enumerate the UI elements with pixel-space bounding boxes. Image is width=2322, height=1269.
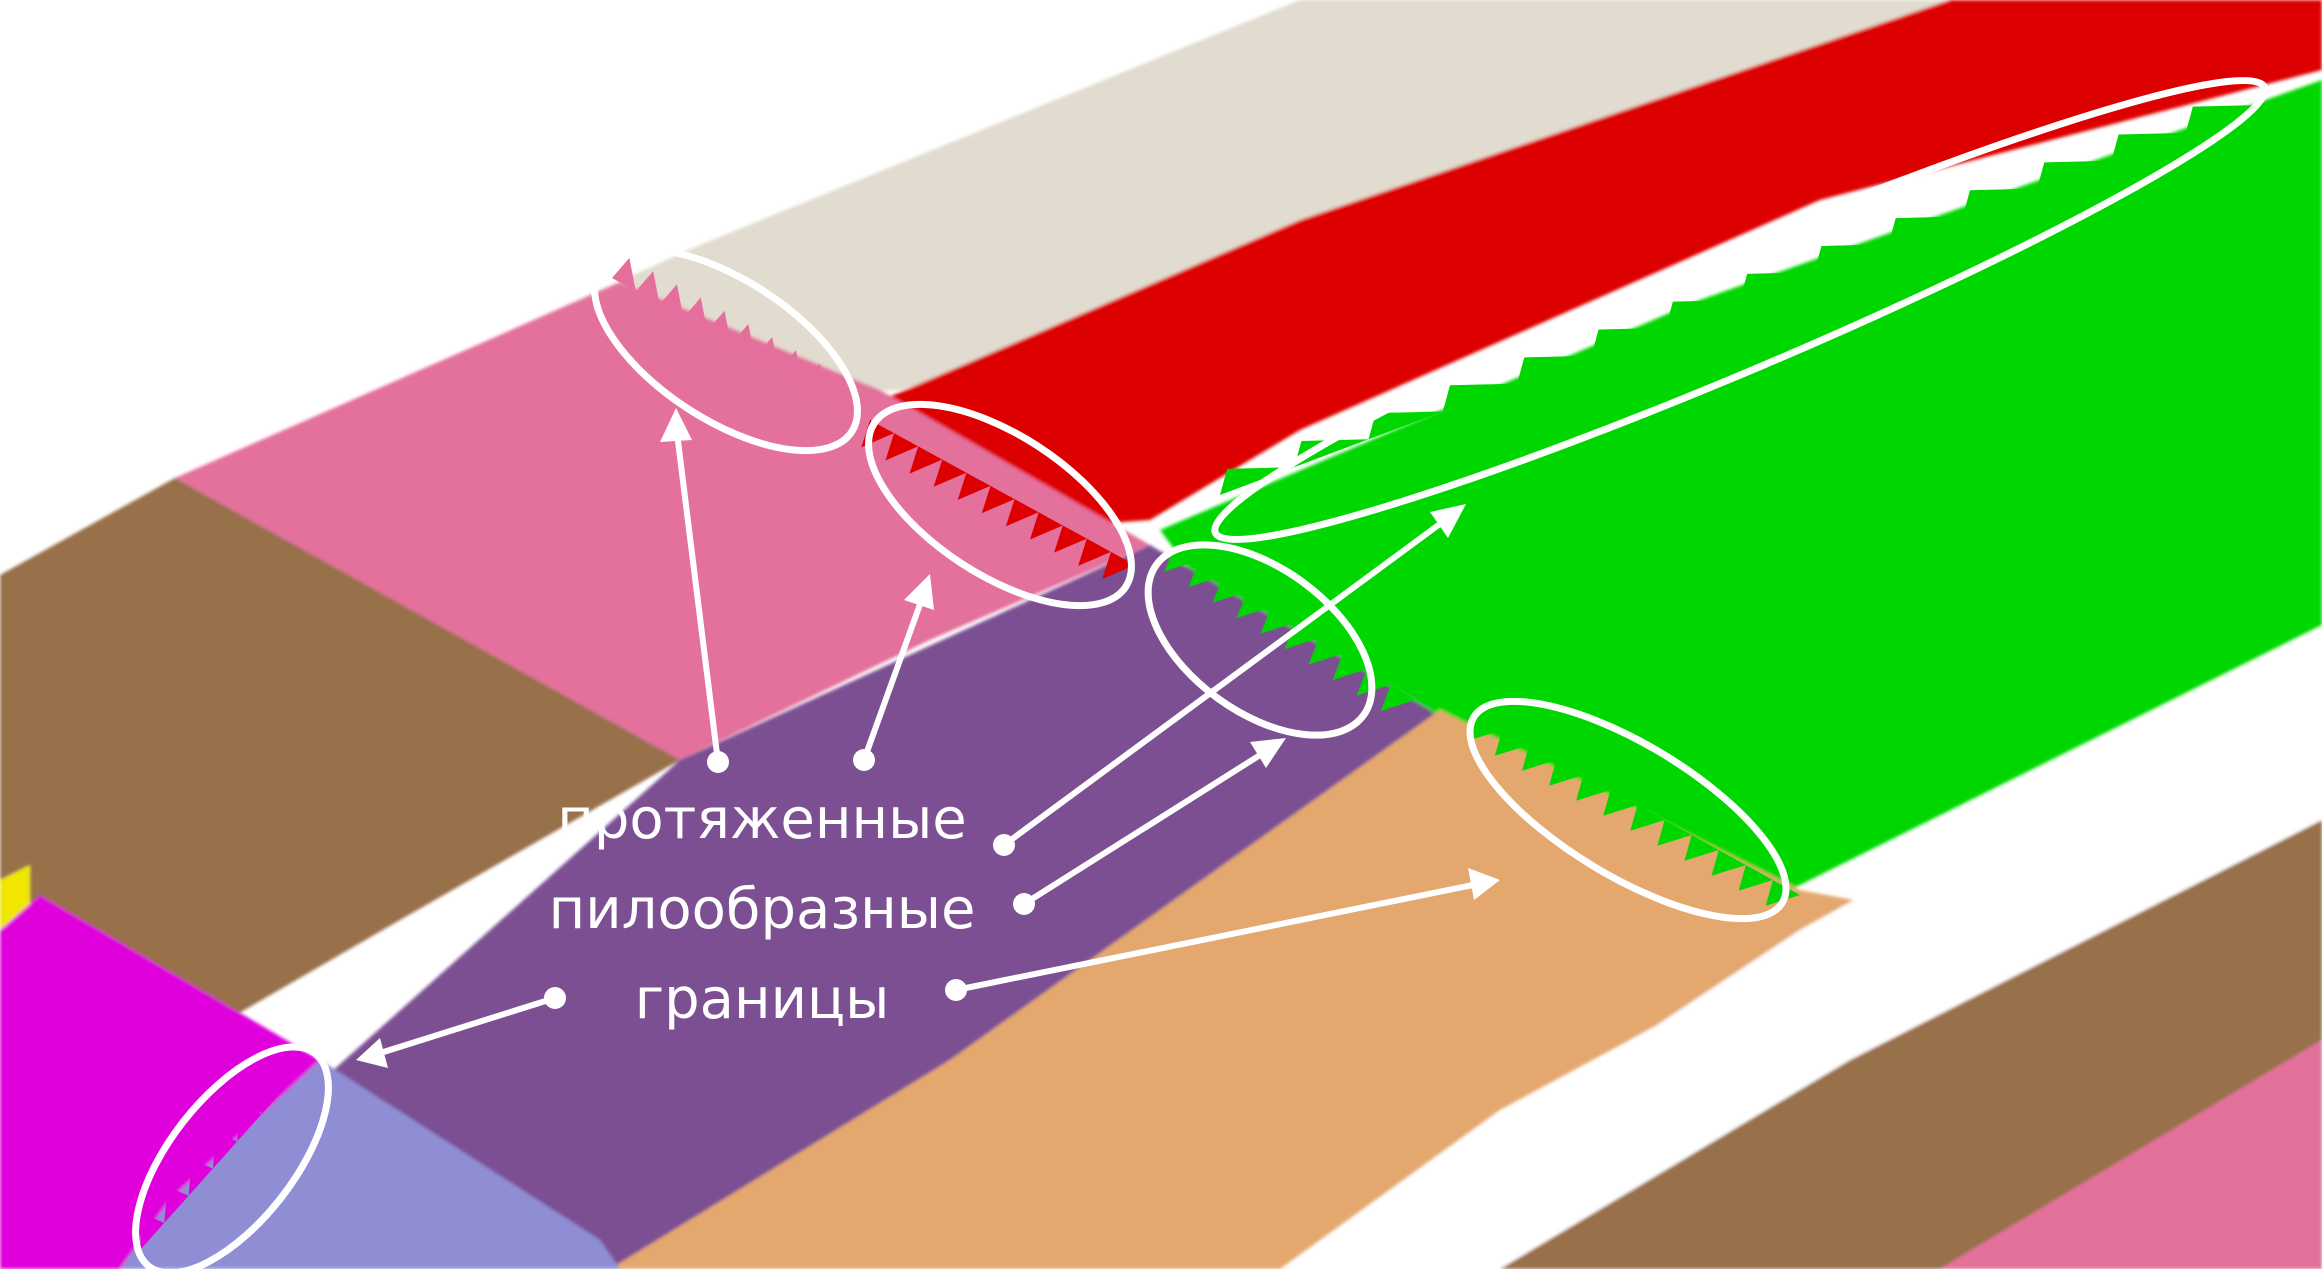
- sawtooth-tooth: [826, 376, 850, 410]
- sawtooth-tooth: [1657, 820, 1692, 846]
- sawtooth-tooth: [1078, 538, 1111, 566]
- sawtooth-tooth: [612, 257, 636, 292]
- sawtooth-tooth: [261, 1077, 286, 1115]
- sawtooth-tooth: [1332, 653, 1367, 681]
- sawtooth-tooth: [1188, 560, 1223, 588]
- sawtooth-tooth: [933, 459, 967, 487]
- sawtooth-tooth: [1814, 244, 1889, 273]
- sawtooth-tooth: [1576, 775, 1611, 801]
- sawtooth-tooth: [1102, 551, 1135, 580]
- label-line-1: протяженные: [557, 787, 967, 852]
- label-line-2: пилообразные: [549, 877, 976, 942]
- highlight-ellipse-green-orange: [1466, 697, 1790, 923]
- sawtooth-tooth: [2185, 105, 2260, 133]
- sawtooth-tooth: [1711, 850, 1746, 876]
- sawtooth-tooth: [1738, 865, 1773, 891]
- sawtooth-tooth: [1630, 805, 1665, 831]
- sawtooth-tooth: [707, 310, 731, 344]
- sawtooth-tooth: [1380, 684, 1415, 712]
- sawtooth-tooth: [1260, 607, 1295, 634]
- sawtooth-tooth: [1054, 525, 1087, 553]
- magenta-band: [0, 895, 320, 1269]
- highlight-ellipse-red-pink: [865, 400, 1135, 610]
- sawtooth-tooth: [237, 1105, 262, 1142]
- sawtooth-tooth: [2037, 160, 2112, 189]
- sawtooth-tooth: [1591, 327, 1666, 356]
- sawtooth-tooth: [140, 1213, 165, 1250]
- sawtooth-tooth: [1665, 300, 1740, 328]
- brown-band-right: [1500, 820, 2322, 1269]
- sawtooth-tooth: [1236, 591, 1271, 619]
- highlight-ellipse-red-green-long: [1211, 77, 2269, 543]
- highlight-ellipse-green-purple: [1144, 541, 1376, 739]
- sawtooth-tooth: [909, 446, 943, 474]
- white-gap: [1290, 640, 2322, 1269]
- sawtooth-tooth: [1603, 790, 1638, 816]
- sawtooth-tooth: [683, 297, 708, 331]
- sawtooth-tooth: [1005, 499, 1039, 527]
- highlight-ellipse-beige-pink: [591, 245, 861, 455]
- sawtooth-tooth: [2111, 132, 2186, 161]
- sawtooth-tooth: [212, 1132, 238, 1169]
- sawtooth-tooth: [1030, 512, 1063, 540]
- sawtooth-tooth: [1521, 745, 1557, 771]
- sawtooth-tooth: [1549, 760, 1584, 786]
- sawtooth-tooth: [1740, 272, 1815, 300]
- red-band: [870, 0, 2322, 540]
- sawtooth-tooth: [659, 284, 684, 318]
- sawtooth-tooth: [1888, 216, 1963, 245]
- green-band: [1160, 80, 2322, 920]
- sawtooth-tooth: [1494, 730, 1530, 756]
- sawtooth-tooth: [188, 1159, 213, 1196]
- highlight-ellipse-magenta-lavender: [132, 1043, 332, 1269]
- brown-band-left: [0, 478, 680, 1060]
- sawtooth-tooth: [164, 1186, 189, 1223]
- sawtooth-tooth: [1467, 715, 1503, 741]
- sawtooth-tooth: [285, 1050, 310, 1088]
- sawtooth-tooth: [981, 485, 1015, 514]
- sawtooth-tooth: [1442, 383, 1518, 412]
- sawtooth-tooth: [1220, 467, 1295, 495]
- sawtooth-tooth: [957, 472, 991, 500]
- sawtooth-tooth: [778, 350, 803, 384]
- sawtooth-tooth: [1517, 355, 1592, 384]
- sawtooth-tooth: [1962, 188, 2038, 217]
- label-line-3: границы: [635, 967, 890, 1032]
- sawtooth-tooth: [1308, 638, 1343, 665]
- sawtooth-tooth: [635, 271, 660, 305]
- sawtooth-tooth: [1368, 411, 1443, 440]
- sawtooth-tooth: [731, 323, 755, 358]
- sawtooth-tooth: [1294, 439, 1369, 468]
- sawtooth-tooth: [1212, 576, 1247, 603]
- sawtooth-tooth: [802, 363, 827, 397]
- sawtooth-tooth: [885, 433, 919, 461]
- lavender-band: [120, 1060, 620, 1269]
- pointer-arrows: [356, 408, 1500, 1068]
- sawtooth-tooth: [1684, 835, 1719, 861]
- pink-band-right: [1940, 1040, 2322, 1269]
- purple-band: [300, 545, 1520, 1269]
- sawtooth-tooth: [754, 337, 779, 371]
